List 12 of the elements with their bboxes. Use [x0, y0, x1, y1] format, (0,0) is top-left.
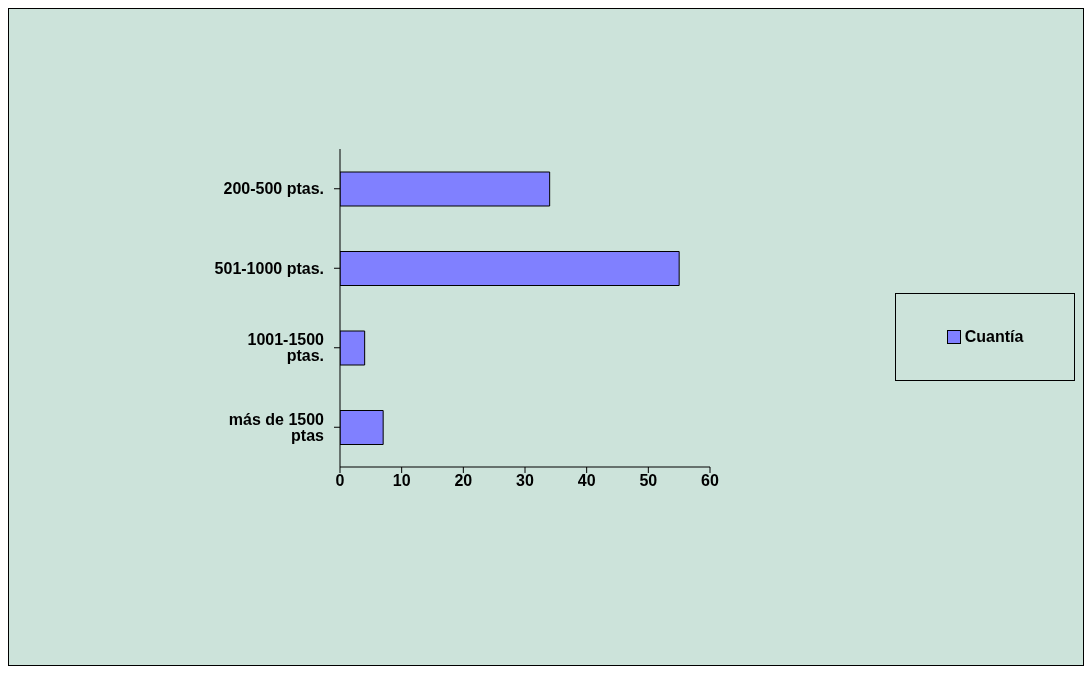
x-tick-label: 50 [639, 472, 658, 490]
legend-label: Cuantía [964, 328, 1024, 346]
y-tick-label: 1001-1500 ptas. [247, 331, 325, 365]
x-tick-label: 20 [454, 472, 473, 490]
y-tick-label: 501-1000 ptas. [214, 259, 324, 277]
x-tick-label: 10 [392, 472, 411, 490]
x-tick-label: 30 [516, 472, 534, 490]
y-tick-label: más de 1500 ptas [228, 410, 325, 444]
y-tick-label: 200-500 ptas. [223, 180, 324, 198]
x-tick-label: 60 [701, 472, 719, 490]
x-tick-label: 40 [577, 472, 596, 490]
x-tick-label: 0 [335, 472, 345, 490]
